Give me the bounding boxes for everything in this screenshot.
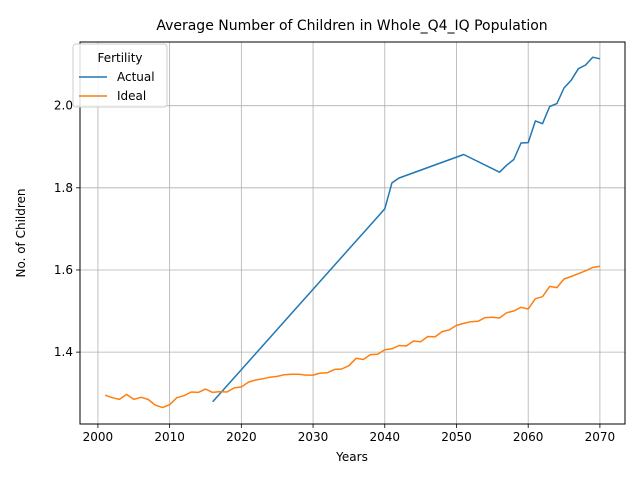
legend: Fertility Actual Ideal — [72, 43, 168, 108]
y-axis: 1.4 1.6 1.8 2.0 — [54, 99, 80, 359]
legend-label-ideal: Ideal — [117, 89, 146, 103]
legend-box — [72, 43, 168, 108]
plot-frame — [79, 41, 626, 425]
x-tick-label: 2010 — [154, 430, 185, 444]
y-tick-label: 1.6 — [54, 263, 73, 277]
legend-label-actual: Actual — [117, 70, 155, 84]
x-tick-label: 2050 — [441, 430, 472, 444]
x-tick-label: 2020 — [226, 430, 257, 444]
series-layer — [104, 56, 601, 409]
y-tick-label: 2.0 — [54, 99, 73, 113]
x-tick-label: 2000 — [83, 430, 114, 444]
x-tick-label: 2040 — [369, 430, 400, 444]
x-tick-label: 2060 — [513, 430, 544, 444]
x-tick-label: 2030 — [298, 430, 329, 444]
y-tick-label: 1.4 — [54, 345, 73, 359]
legend-title: Fertility — [97, 51, 142, 65]
series-line-actual — [212, 56, 601, 403]
x-axis: 2000 2010 2020 2030 2040 2050 2060 2070 — [83, 424, 616, 444]
y-tick-label: 1.8 — [54, 181, 73, 195]
series-line-ideal — [104, 265, 601, 409]
y-axis-label: No. of Children — [14, 188, 28, 277]
x-axis-label: Years — [335, 450, 368, 464]
chart-title: Average Number of Children in Whole_Q4_I… — [156, 18, 547, 34]
x-tick-label: 2070 — [585, 430, 616, 444]
grid — [80, 42, 625, 424]
